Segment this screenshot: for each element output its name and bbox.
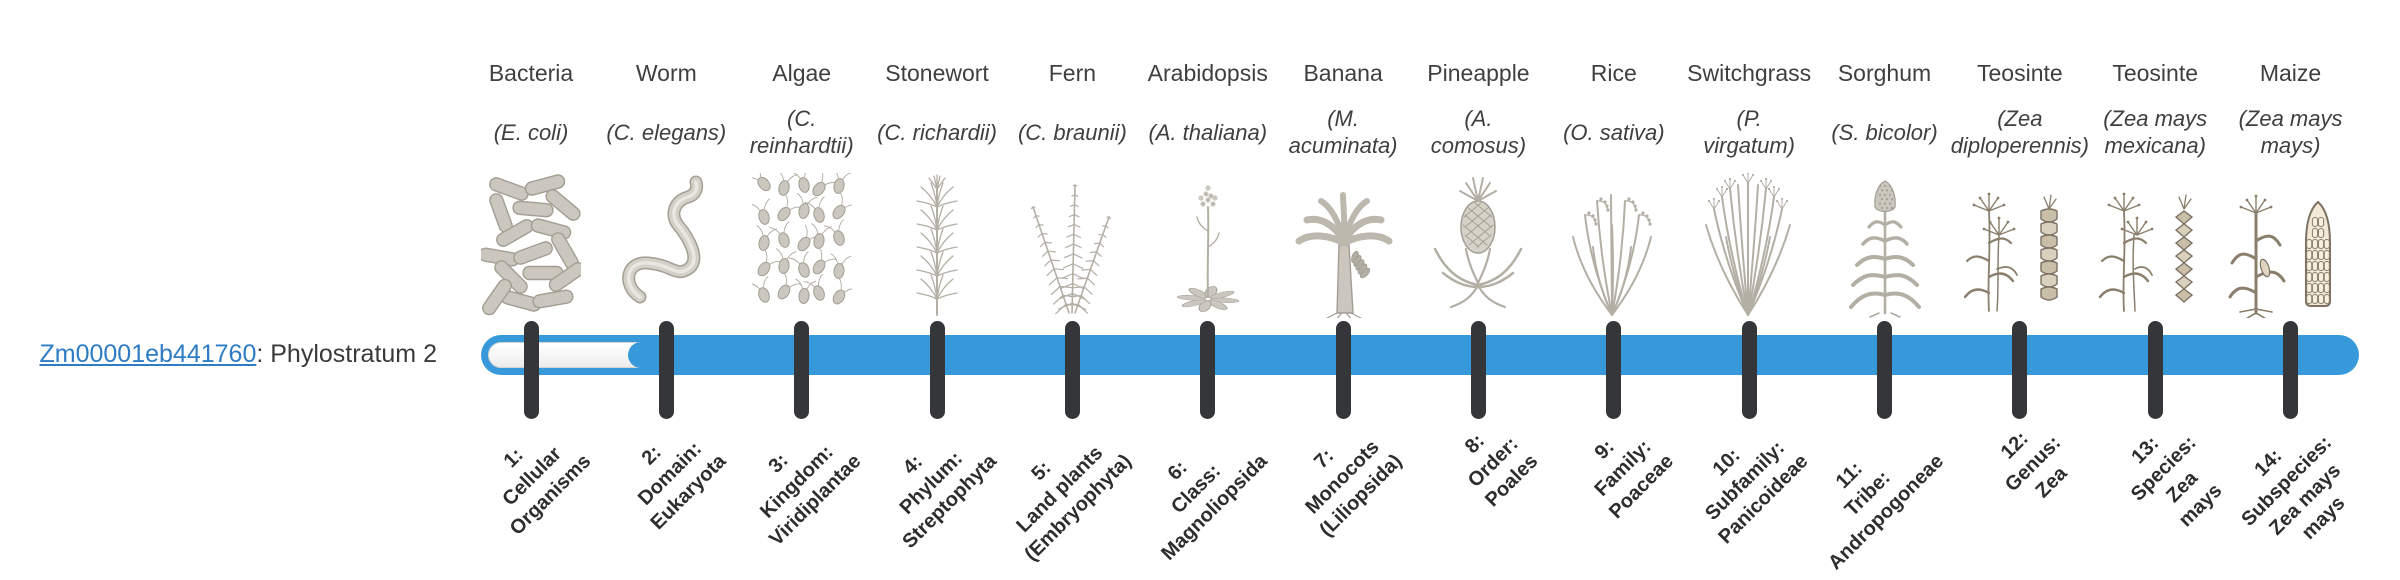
tick-9 <box>1606 321 1622 419</box>
tick-14 <box>2283 321 2299 419</box>
taxon-scientific-name: (A. comosus) <box>1430 106 1527 158</box>
taxon-name: Sorghum <box>1837 60 1932 86</box>
tick-6 <box>1200 321 1216 419</box>
stratum-label: 6: Class: Magnoliopsida <box>1156 450 1272 565</box>
taxon-name: Fern <box>1048 60 1097 86</box>
taxon-name: Algae <box>772 60 832 86</box>
taxon-name: Teosinte <box>1977 60 2063 86</box>
phylostratum-fill-cap <box>628 342 655 368</box>
stratum-label: 8: Order: Poales <box>1460 429 1543 512</box>
taxon-scientific-name: (M. acuminata) <box>1288 106 1398 158</box>
taxon-scientific-name: (C. braunii) <box>1017 119 1127 145</box>
taxon-scientific-name: (A. thaliana) <box>1148 119 1268 145</box>
taxon-scientific-name: (P. virgatum) <box>1703 106 1795 158</box>
tick-8 <box>1470 321 1486 419</box>
stratum-label: 14: Subspecies: Zea mays mays <box>2237 431 2350 544</box>
taxon-name: Worm <box>635 60 697 86</box>
stratum-label: 12: Genus: Zea <box>1996 427 2072 503</box>
maize-illustration <box>2211 166 2371 318</box>
rice-illustration <box>1534 166 1694 318</box>
gene-label: Zm00001eb441760: Phylostratum 2 <box>40 339 438 369</box>
stratum-label: 9: Family: Poaceae <box>1590 435 1678 524</box>
algae-illustration <box>722 166 882 318</box>
stratum-label: 13: Species: Zea mays <box>2126 431 2227 532</box>
teosinte-diploperennis-illustration <box>1940 166 2100 318</box>
taxon-scientific-name: (Zea diploperennis) <box>1950 106 2089 158</box>
pineapple-illustration <box>1398 166 1558 318</box>
stratum-label: 7: Monocots (Liliopsida) <box>1301 436 1407 542</box>
taxon-name: Pineapple <box>1427 60 1530 86</box>
taxon-name: Bacteria <box>488 60 574 86</box>
taxon-scientific-name: (E. coli) <box>493 119 569 145</box>
tick-12 <box>2012 321 2028 419</box>
taxon-scientific-name: (C. elegans) <box>606 119 727 145</box>
phylostratum-empty-track <box>488 342 654 368</box>
tick-1 <box>523 321 539 419</box>
stratum-label: 5: Land plants (Embryophyta) <box>1012 442 1137 566</box>
taxon-name: Stonewort <box>885 60 989 86</box>
stratum-label: 1: Cellular Organisms <box>497 442 595 540</box>
tick-5 <box>1064 321 1080 419</box>
fern-illustration <box>992 166 1152 318</box>
taxon-scientific-name: (C. richardii) <box>877 119 997 145</box>
stratum-label: 4: Phylum: Streptophyta <box>895 447 1001 553</box>
banana-illustration <box>1263 166 1423 318</box>
taxon-scientific-name: (C. reinhardtii) <box>749 106 854 158</box>
taxon-scientific-name: (S. bicolor) <box>1831 119 1938 145</box>
gene-phylostratum-text: : Phylostratum 2 <box>256 340 437 368</box>
stratum-label: 3: Kingdom: Viridiplantae <box>756 441 866 551</box>
tick-4 <box>929 321 945 419</box>
taxon-name: Teosinte <box>2112 60 2199 86</box>
phylostratum-bar <box>481 335 2359 375</box>
taxon-name: Rice <box>1590 60 1637 86</box>
tick-3 <box>794 321 810 419</box>
tick-11 <box>1877 321 1892 419</box>
tick-10 <box>1741 321 1757 419</box>
taxon-scientific-name: (O. sativa) <box>1563 119 1665 145</box>
taxon-scientific-name: (Zea mays mexicana) <box>2103 106 2208 158</box>
taxon-name: Arabidopsis <box>1147 60 1268 86</box>
switchgrass-illustration <box>1669 166 1829 318</box>
stratum-label: 11: Tribe: Andropogoneae <box>1824 450 1949 575</box>
bacteria-illustration <box>451 166 611 318</box>
gene-id-link[interactable]: Zm00001eb441760 <box>39 340 257 368</box>
tick-2 <box>658 321 674 419</box>
teosinte-mexicana-illustration <box>2075 166 2235 318</box>
sorghum-illustration <box>1805 166 1965 318</box>
taxon-scientific-name: (Zea mays mays) <box>2238 106 2343 158</box>
taxon-name: Banana <box>1303 60 1383 86</box>
worm-illustration <box>586 166 746 318</box>
arabidopsis-illustration <box>1128 166 1288 318</box>
stonewort-illustration <box>857 166 1017 318</box>
stratum-label: 2: Domain: Eukaryota <box>633 437 731 535</box>
taxon-name: Switchgrass <box>1687 60 1812 86</box>
taxon-name: Maize <box>2259 60 2322 86</box>
tick-7 <box>1335 321 1351 419</box>
tick-13 <box>2147 321 2163 419</box>
